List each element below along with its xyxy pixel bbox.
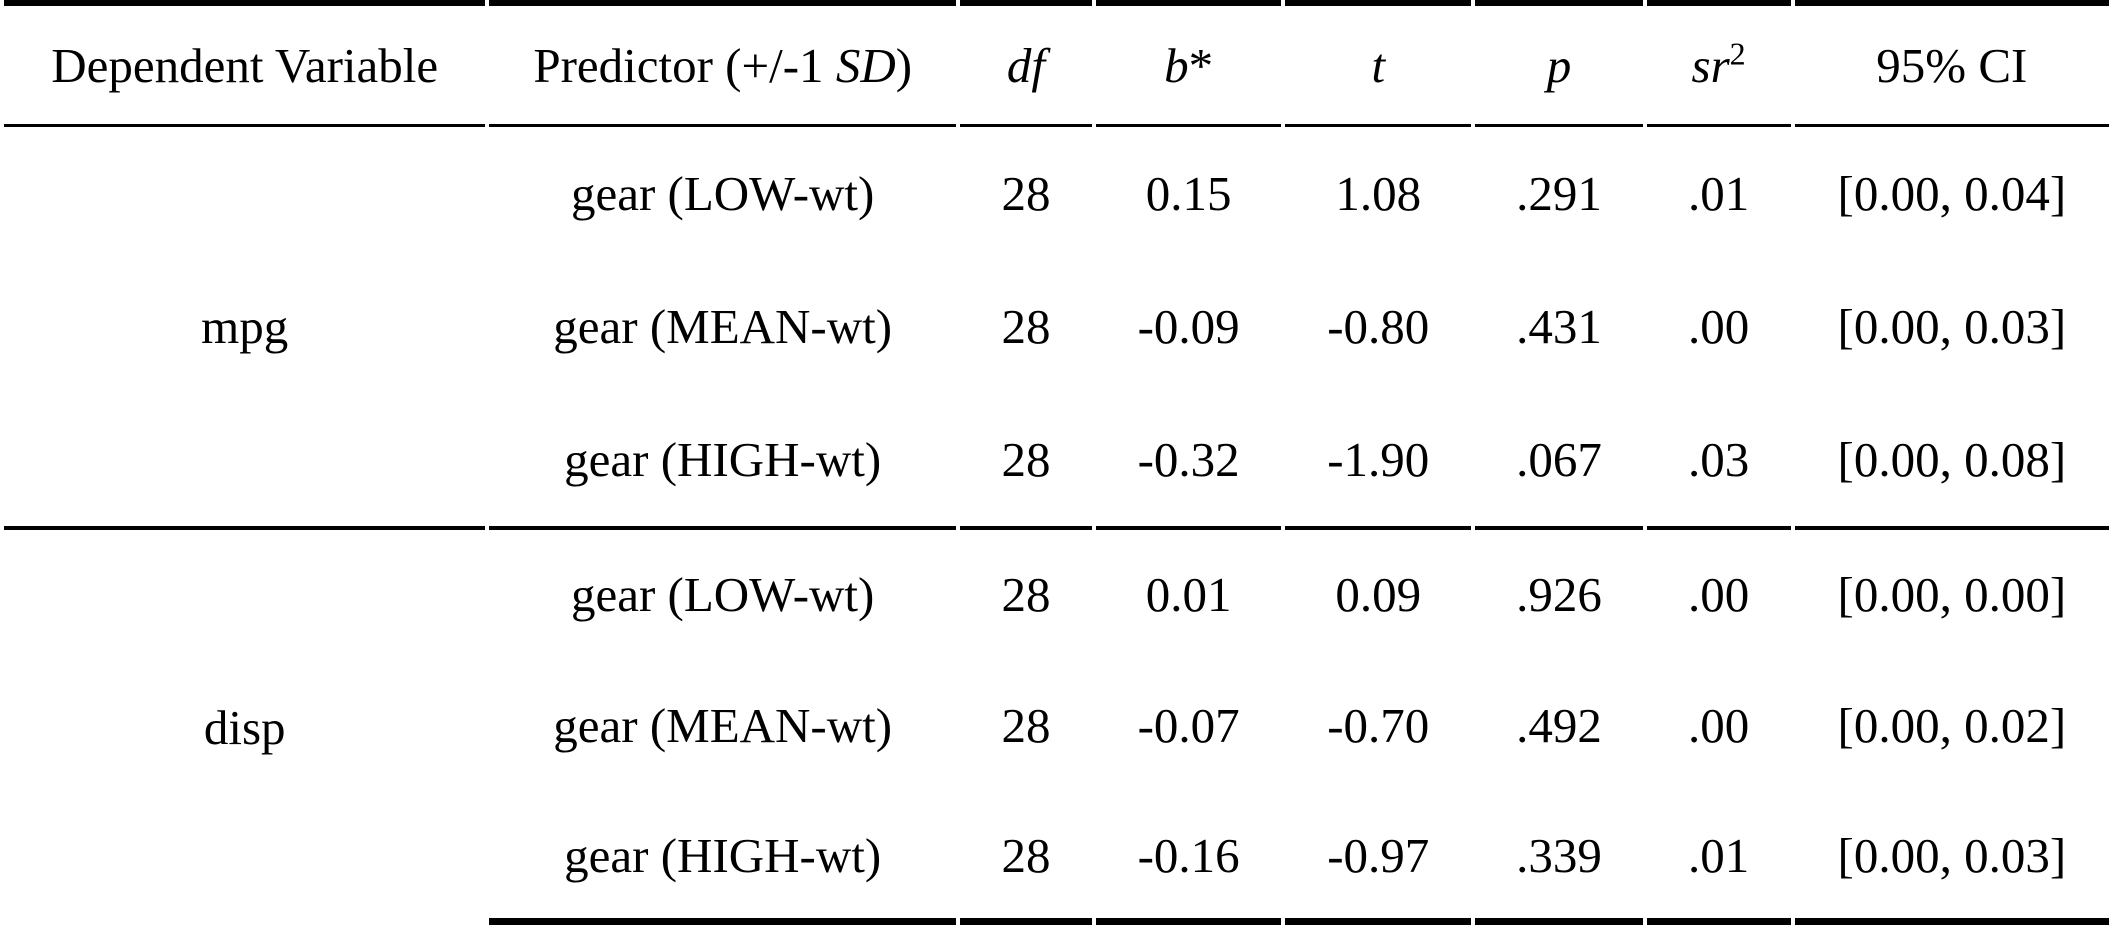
header-b-symbol: b — [1164, 37, 1189, 93]
cell-ci: [0.00, 0.08] — [1837, 432, 2067, 487]
header-b-star: b* — [1096, 0, 1282, 127]
header-sr-symbol: sr — [1691, 37, 1730, 93]
cell-sr2: .00 — [1687, 698, 1750, 753]
cell-df: 28 — [959, 526, 1093, 659]
header-sr2: sr2 — [1646, 0, 1791, 127]
cell-b: -0.09 — [1137, 299, 1240, 354]
cell-p: .291 — [1516, 166, 1602, 221]
cell-p: .339 — [1475, 792, 1643, 925]
cell-dependent-variable-mpg: mpg — [201, 299, 289, 354]
header-df-symbol: df — [1006, 37, 1046, 93]
table-row: disp gear (LOW-wt) 28 0.01 0.09 .926 .00… — [4, 526, 2109, 755]
cell-df: 28 — [1001, 166, 1051, 221]
cell-predictor: gear (LOW-wt) — [570, 166, 875, 221]
header-95ci: 95% CI — [1794, 0, 2109, 127]
cell-ci: [0.00, 0.03] — [1837, 299, 2067, 354]
header-predictor-text: Predictor (+/-1 — [533, 37, 836, 93]
cell-predictor: gear (HIGH-wt) — [564, 432, 882, 487]
table-header: Dependent Variable Predictor (+/-1 SD) d… — [4, 0, 2109, 127]
cell-predictor: gear (MEAN-wt) — [553, 698, 893, 753]
cell-sr2: .01 — [1687, 166, 1750, 221]
header-t-symbol: t — [1371, 37, 1386, 93]
cell-ci: [0.00, 0.00] — [1794, 526, 2109, 659]
cell-ci: [0.00, 0.03] — [1794, 792, 2109, 925]
cell-t: -0.97 — [1285, 792, 1472, 925]
header-predictor-sd: SD — [835, 37, 896, 93]
cell-b: -0.32 — [1137, 432, 1240, 487]
header-b-asterisk: * — [1188, 37, 1214, 93]
table-row: gear (MEAN-wt) 28 -0.09 -0.80 .431 .00 [… — [4, 260, 2109, 393]
header-sr-superscript: 2 — [1729, 35, 1746, 72]
cell-t: -1.90 — [1327, 432, 1430, 487]
cell-sr2: .01 — [1646, 792, 1791, 925]
header-t: t — [1285, 0, 1472, 127]
cell-sr2: .03 — [1687, 432, 1750, 487]
cell-predictor: gear (MEAN-wt) — [553, 299, 893, 354]
cell-ci: [0.00, 0.02] — [1837, 698, 2067, 753]
header-row: Dependent Variable Predictor (+/-1 SD) d… — [4, 0, 2109, 127]
cell-t: 0.09 — [1285, 526, 1472, 659]
header-predictor: Predictor (+/-1 SD) — [489, 0, 956, 127]
cell-predictor: gear (LOW-wt) — [489, 526, 956, 659]
cell-t: 1.08 — [1335, 166, 1422, 221]
cell-sr2: .00 — [1646, 526, 1791, 659]
table-row: gear (HIGH-wt) 28 -0.32 -1.90 .067 .03 [… — [4, 393, 2109, 526]
cell-t: -0.70 — [1327, 698, 1430, 753]
cell-b: -0.07 — [1137, 698, 1240, 753]
table-row: gear (MEAN-wt) 28 -0.07 -0.70 .492 .00 [… — [4, 659, 2109, 792]
header-p-symbol: p — [1546, 37, 1572, 93]
cell-ci: [0.00, 0.04] — [1837, 166, 2067, 221]
table-row: gear (HIGH-wt) 28 -0.16 -0.97 .339 .01 [… — [4, 792, 2109, 925]
header-dependent-variable: Dependent Variable — [4, 0, 486, 127]
cell-t: -0.80 — [1327, 299, 1430, 354]
table-row: mpg gear (LOW-wt) 28 0.15 1.08 .291 .01 … — [4, 127, 2109, 354]
cell-b: 0.01 — [1096, 526, 1282, 659]
cell-p: .431 — [1516, 299, 1602, 354]
cell-p: .926 — [1475, 526, 1643, 659]
cell-df: 28 — [1001, 432, 1051, 487]
cell-p: .067 — [1516, 432, 1602, 487]
cell-predictor: gear (HIGH-wt) — [489, 792, 956, 925]
cell-df: 28 — [1001, 299, 1051, 354]
cell-df: 28 — [1001, 698, 1051, 753]
cell-b: -0.16 — [1096, 792, 1282, 925]
table-body: mpg gear (LOW-wt) 28 0.15 1.08 .291 .01 … — [4, 127, 2109, 925]
cell-p: .492 — [1516, 698, 1602, 753]
header-predictor-close: ) — [895, 37, 913, 93]
header-df: df — [959, 0, 1093, 127]
cell-sr2: .00 — [1687, 299, 1750, 354]
cell-b: 0.15 — [1145, 166, 1232, 221]
cell-df: 28 — [959, 792, 1093, 925]
header-p: p — [1475, 0, 1643, 127]
cell-dependent-variable-disp: disp — [4, 526, 486, 925]
